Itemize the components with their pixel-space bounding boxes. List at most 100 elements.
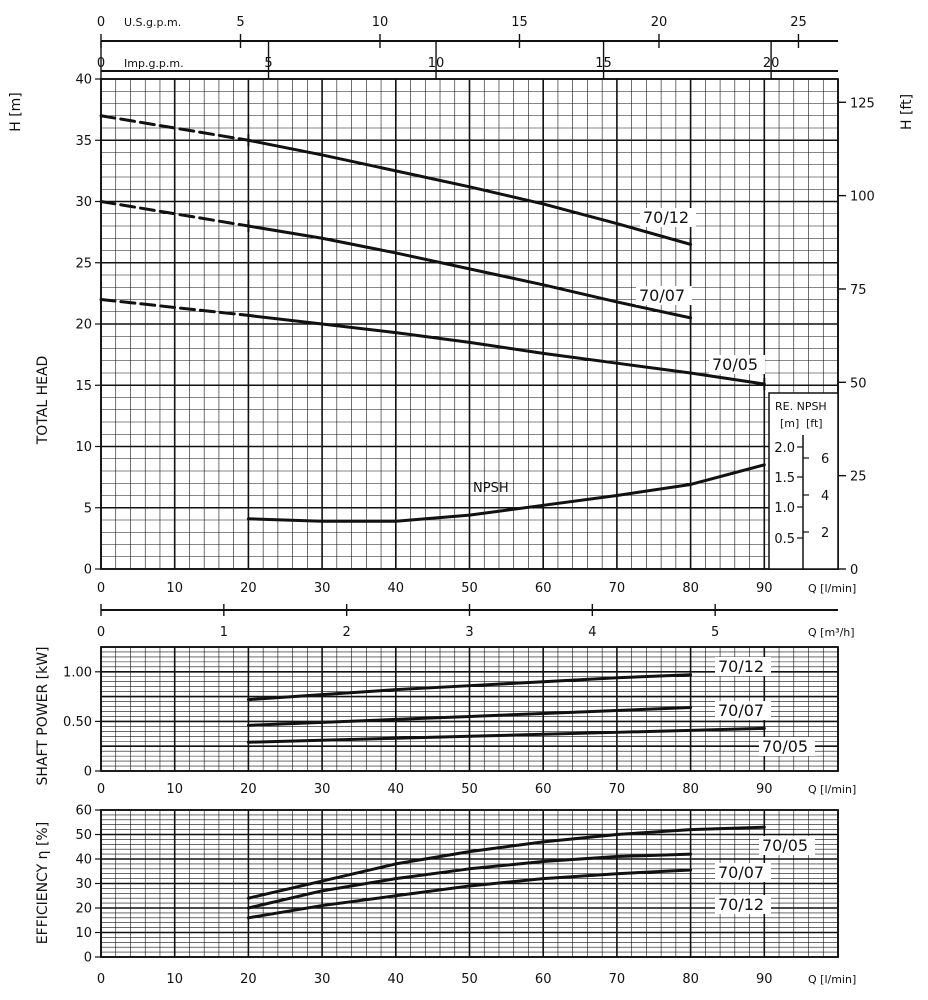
- x-tick-label: 50: [461, 972, 478, 987]
- ft-tick-label: 125: [850, 96, 875, 111]
- label-70-07-power-bg: [715, 701, 771, 720]
- y-tick-label: 30: [75, 877, 92, 892]
- usgpm-label: U.S.g.p.m.: [124, 16, 181, 29]
- impgpm-label: Imp.g.p.m.: [124, 57, 184, 70]
- x-tick-label: 10: [166, 782, 183, 797]
- eff-curve-70-07: [246, 852, 693, 910]
- y-tick-label: 5: [84, 501, 92, 516]
- y-tick-label: 0: [84, 563, 92, 578]
- efficiency-axis-label: EFFICIENCY η [%]: [35, 822, 51, 944]
- power-q-axis-label: Q [l/min]: [808, 783, 856, 796]
- head-curve-70-05-dashed: [99, 298, 250, 317]
- label-70-12-power-bg: [715, 657, 771, 676]
- npsh-m-tick-label: 1.0: [774, 501, 795, 516]
- y-tick-label: 0: [84, 765, 92, 780]
- impgpm-tick-label: 15: [595, 56, 612, 71]
- eff-q-axis-label: Q [l/min]: [808, 973, 856, 986]
- x-tick-label: 30: [314, 972, 331, 987]
- head-curve-70-12-dashed: [99, 114, 250, 142]
- x-tick-label: 60: [535, 782, 552, 797]
- y-tick-label: 30: [75, 195, 92, 210]
- x-tick-label: 40: [388, 581, 405, 596]
- head-curve-70-07-dashed: [99, 200, 250, 228]
- x-tick-label: 90: [756, 782, 773, 797]
- label-70-05-head-bg: [709, 355, 765, 374]
- npsh-unit-ft: [ft]: [806, 417, 823, 430]
- m3h-tick-label: 1: [220, 625, 228, 640]
- label-70-05-eff-bg: [759, 836, 815, 855]
- ft-tick-label: 25: [850, 470, 867, 485]
- npsh-ft-tick-label: 6: [821, 452, 829, 467]
- y-tick-label: 60: [75, 804, 92, 819]
- npsh-curve-label: NPSH: [473, 481, 509, 496]
- m3h-tick-label: 5: [711, 625, 719, 640]
- m3h-tick-label: 4: [588, 625, 596, 640]
- y-tick-label: 50: [75, 828, 92, 843]
- x-tick-label: 20: [240, 782, 257, 797]
- head-m-axis-label: H [m]: [8, 92, 24, 132]
- power-curve-70-05: [246, 726, 766, 744]
- label-70-05-eff: 70/05: [762, 836, 808, 855]
- x-tick-label: 30: [314, 581, 331, 596]
- x-tick-label: 40: [388, 972, 405, 987]
- ft-tick-label: 100: [850, 190, 875, 205]
- label-70-07-eff: 70/07: [718, 863, 764, 882]
- x-tick-label: 70: [609, 782, 626, 797]
- x-tick-label: 20: [240, 581, 257, 596]
- x-tick-label: 50: [461, 782, 478, 797]
- label-70-05-power-bg: [759, 737, 815, 756]
- total-head-axis-label: TOTAL HEAD: [35, 356, 51, 446]
- ft-tick-label: 0: [850, 563, 858, 578]
- ft-tick-label: 75: [850, 283, 867, 298]
- eff-curve-70-05: [246, 825, 766, 900]
- x-tick-label: 0: [97, 782, 105, 797]
- label-70-12-head: 70/12: [643, 208, 689, 227]
- y-tick-label: 40: [75, 73, 92, 88]
- head-chart: 0 10 20 30 40 50 60 70 80 90 0 5 10 15 20 25 30 35 40 0 25 50…: [8, 73, 915, 597]
- y-tick-label: 20: [75, 902, 92, 917]
- npsh-m-tick-label: 2.0: [774, 441, 795, 456]
- y-tick-label: 0.50: [63, 715, 92, 730]
- x-tick-label: 10: [166, 972, 183, 987]
- label-70-07-power: 70/07: [718, 701, 764, 720]
- m3h-tick-label: 3: [465, 625, 473, 640]
- y-tick-label: 20: [75, 318, 92, 333]
- head-curve-npsh: [246, 463, 766, 523]
- label-70-12-eff-bg: [715, 895, 771, 914]
- x-tick-label: 20: [240, 972, 257, 987]
- head-q-axis-label: Q [l/min]: [808, 582, 856, 595]
- impgpm-tick-label: 10: [428, 56, 445, 71]
- label-70-07-eff-bg: [715, 863, 771, 882]
- label-70-05-head: 70/05: [712, 355, 758, 374]
- usgpm-tick-label: 15: [511, 15, 528, 30]
- x-tick-label: 50: [461, 581, 478, 596]
- npsh-ft-tick-label: 2: [821, 526, 829, 541]
- label-70-12-head-bg: [640, 208, 696, 227]
- x-tick-label: 90: [756, 581, 773, 596]
- power-curve-70-07: [246, 706, 693, 727]
- impgpm-tick-label: 0: [97, 56, 105, 71]
- m3h-tick-label: 2: [343, 625, 351, 640]
- top-flow-axes: U.S.g.p.m. Imp.g.p.m. 0 5 10 15 20 25 0 5 10 15 20: [97, 15, 838, 79]
- usgpm-tick-label: 0: [97, 15, 105, 30]
- shaft-power-axis-label: SHAFT POWER [kW]: [35, 646, 51, 785]
- x-tick-label: 80: [682, 782, 699, 797]
- x-tick-label: 60: [535, 972, 552, 987]
- y-tick-label: 10: [75, 440, 92, 455]
- power-curve-70-12: [246, 673, 693, 702]
- y-tick-label: 10: [75, 926, 92, 941]
- x-tick-label: 80: [682, 972, 699, 987]
- x-tick-label: 70: [609, 581, 626, 596]
- head-curve-70-07: [246, 224, 693, 320]
- label-70-05-power: 70/05: [762, 737, 808, 756]
- m3h-axis-label: Q [m³/h]: [808, 626, 855, 639]
- efficiency-chart: 0 10 20 30 40 50 60 70 80 90 0 10 20 30 40 50 60 70/05 70/…: [35, 804, 856, 988]
- usgpm-tick-label: 20: [651, 15, 668, 30]
- head-ft-axis-label: H [ft]: [899, 94, 915, 130]
- usgpm-tick-label: 10: [372, 15, 389, 30]
- label-70-07-head-bg: [636, 286, 692, 305]
- y-tick-label: 40: [75, 853, 92, 868]
- y-tick-label: 25: [75, 256, 92, 271]
- npsh-m-tick-label: 1.5: [774, 471, 795, 486]
